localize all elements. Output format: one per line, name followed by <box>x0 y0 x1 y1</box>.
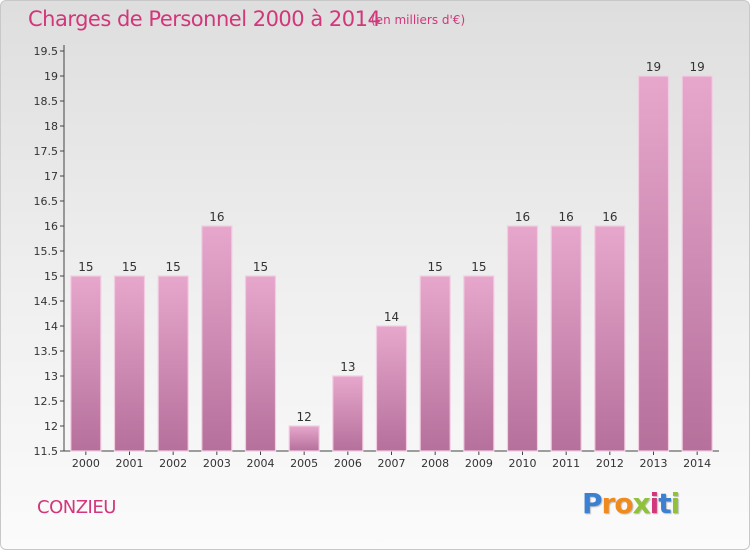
proxiti-logo: Proxiti <box>582 487 681 520</box>
city-name: CONZIEU <box>37 497 116 518</box>
y-tick-label: 17 <box>44 170 58 183</box>
y-tick-label: 13 <box>44 370 58 383</box>
y-tick-label: 17.5 <box>34 145 59 158</box>
bar-2014 <box>681 75 713 452</box>
bar-value-label: 13 <box>340 360 355 374</box>
bar-2013 <box>637 75 670 452</box>
bar-value-label: 15 <box>122 260 137 274</box>
bar-value-label: 16 <box>559 210 574 224</box>
chart-subtitle: (en milliers d'€) <box>371 13 466 27</box>
x-tick-label: 2010 <box>509 457 537 470</box>
y-tick-label: 14.5 <box>34 295 59 308</box>
bar-value-label: 15 <box>78 260 93 274</box>
x-tick-label: 2001 <box>116 457 144 470</box>
bar-2011 <box>550 225 582 452</box>
chart-title: Charges de Personnel 2000 à 2014 <box>28 7 381 31</box>
bar-2004 <box>244 275 277 452</box>
x-tick-label: 2008 <box>421 457 449 470</box>
x-tick-label: 2007 <box>378 457 406 470</box>
bar-value-label: 19 <box>690 60 705 74</box>
logo-letter: i <box>670 487 681 520</box>
bar-2003 <box>201 225 233 452</box>
bar-value-label: 15 <box>471 260 486 274</box>
x-tick-label: 2002 <box>159 457 187 470</box>
y-tick-label: 14 <box>44 320 58 333</box>
logo-letter: i <box>649 487 660 520</box>
bar-value-label: 16 <box>602 210 617 224</box>
bar-2008 <box>419 275 451 452</box>
y-tick-label: 12 <box>44 420 58 433</box>
x-tick-label: 2014 <box>683 457 711 470</box>
bar-2001 <box>113 275 146 452</box>
bar-2000 <box>70 275 102 452</box>
logo-letter: t <box>658 487 671 520</box>
y-tick-label: 16.5 <box>34 195 59 208</box>
y-tick-label: 12.5 <box>34 395 59 408</box>
bar-2012 <box>594 225 626 452</box>
bar-value-label: 15 <box>428 260 443 274</box>
x-tick-label: 2011 <box>552 457 580 470</box>
bar-2010 <box>506 225 539 452</box>
y-tick-label: 18.5 <box>34 95 59 108</box>
bar-value-label: 12 <box>297 410 312 424</box>
logo-letter: P <box>582 487 603 520</box>
y-tick-label: 16 <box>44 220 58 233</box>
bar-2009 <box>463 275 495 452</box>
bar-value-label: 16 <box>515 210 530 224</box>
x-tick-label: 2005 <box>290 457 318 470</box>
logo-letter: x <box>632 487 651 520</box>
x-tick-label: 2013 <box>640 457 668 470</box>
bar-2002 <box>157 275 189 452</box>
y-tick-label: 18 <box>44 120 58 133</box>
logo-letter: r <box>601 487 616 520</box>
bar-value-label: 15 <box>166 260 181 274</box>
x-tick-label: 2012 <box>596 457 624 470</box>
bar-value-label: 15 <box>253 260 268 274</box>
bar-value-label: 19 <box>646 60 661 74</box>
logo-letter: o <box>614 487 633 520</box>
x-tick-label: 2003 <box>203 457 231 470</box>
x-tick-label: 2006 <box>334 457 362 470</box>
bar-2006 <box>332 375 364 452</box>
y-tick-label: 19 <box>44 70 58 83</box>
y-tick-label: 15.5 <box>34 245 59 258</box>
x-tick-label: 2004 <box>247 457 275 470</box>
y-tick-label: 15 <box>44 270 58 283</box>
y-tick-label: 13.5 <box>34 345 59 358</box>
bar-2007 <box>375 325 408 452</box>
x-tick-label: 2009 <box>465 457 493 470</box>
y-tick-label: 11.5 <box>34 445 59 458</box>
bar-value-label: 14 <box>384 310 399 324</box>
bar-value-label: 16 <box>209 210 224 224</box>
bar-2005 <box>288 425 320 452</box>
y-tick-label: 19.5 <box>34 45 59 58</box>
x-tick-label: 2000 <box>72 457 100 470</box>
